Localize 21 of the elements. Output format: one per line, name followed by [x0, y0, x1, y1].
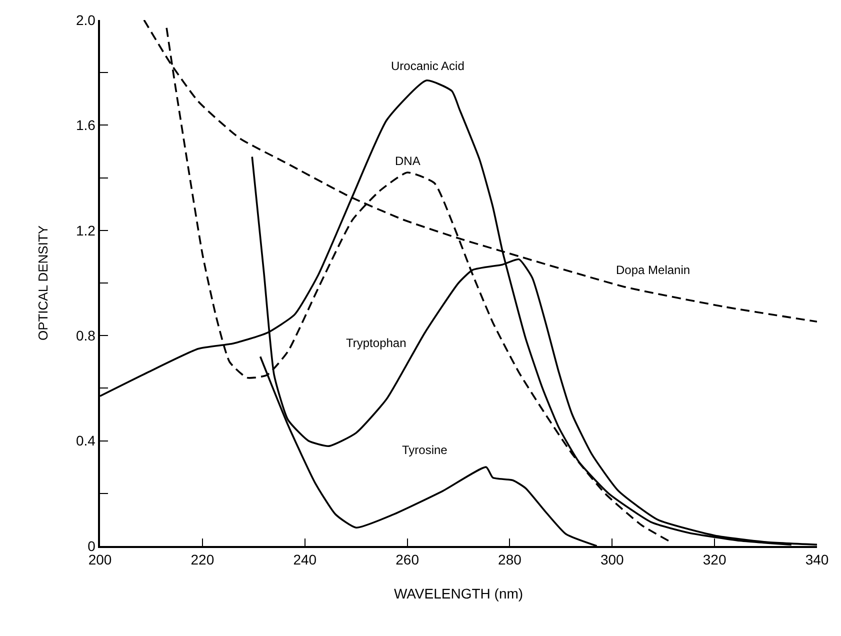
x-tick-label: 320 — [702, 552, 726, 568]
x-tick-label: 260 — [396, 552, 420, 568]
y-tick-label: 1.2 — [76, 222, 96, 238]
series-label: DNA — [395, 154, 420, 168]
x-tick-label: 240 — [293, 552, 317, 568]
series-label: Urocanic Acid — [391, 59, 464, 73]
x-tick-label: 220 — [190, 552, 214, 568]
x-tick-label: 340 — [805, 552, 829, 568]
y-tick-label: 2.0 — [76, 12, 96, 28]
y-axis-title: OPTICAL DENSITY — [35, 225, 50, 341]
x-tick-label: 300 — [600, 552, 624, 568]
x-tick-label: 280 — [498, 552, 522, 568]
series-label: Dopa Melanin — [616, 263, 690, 277]
y-tick-label: 0 — [88, 538, 96, 554]
text: Tyrosine — [402, 443, 448, 457]
y-tick-label: 0.8 — [76, 328, 96, 344]
x-tick-label: 200 — [88, 552, 112, 568]
y-tick-label: 0.4 — [76, 432, 96, 449]
y-tick-label: 1.6 — [76, 117, 96, 134]
x-axis-title: WAVELENGTH (nm) — [394, 585, 524, 602]
series-label: Tryptophan — [346, 336, 406, 350]
